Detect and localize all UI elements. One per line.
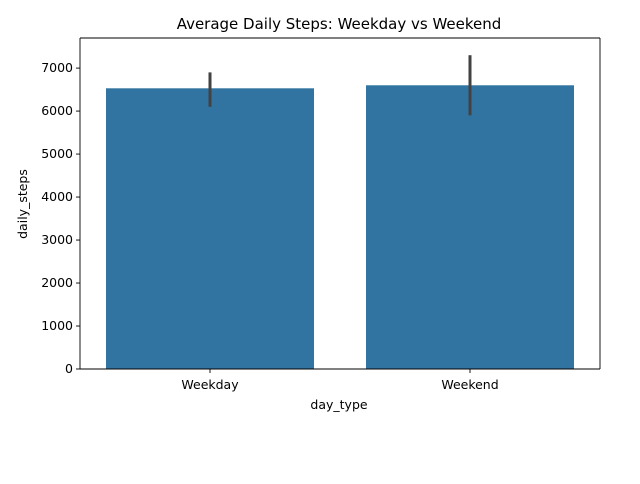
y-tick-label: 2000 (41, 275, 73, 290)
x-axis-label: day_type (310, 397, 367, 412)
plot-area: 0 1000 2000 3000 4000 5000 6000 7000 Weekday Week… (41, 37, 601, 392)
y-tick-label: 5000 (41, 146, 73, 161)
y-tick-label: 1000 (41, 318, 73, 333)
bar-weekday (106, 88, 314, 370)
y-tick-label: 0 (65, 361, 73, 376)
y-tick-label: 7000 (41, 60, 73, 75)
x-tick-label: Weekend (441, 377, 498, 392)
bar-weekend (366, 85, 574, 370)
y-tick-label: 3000 (41, 232, 73, 247)
chart-title: Average Daily Steps: Weekday vs Weekend (177, 15, 502, 33)
x-tick-label: Weekday (181, 377, 239, 392)
y-tick-label: 4000 (41, 189, 73, 204)
y-tick-label: 6000 (41, 103, 73, 118)
y-axis-label: daily_steps (15, 169, 30, 239)
